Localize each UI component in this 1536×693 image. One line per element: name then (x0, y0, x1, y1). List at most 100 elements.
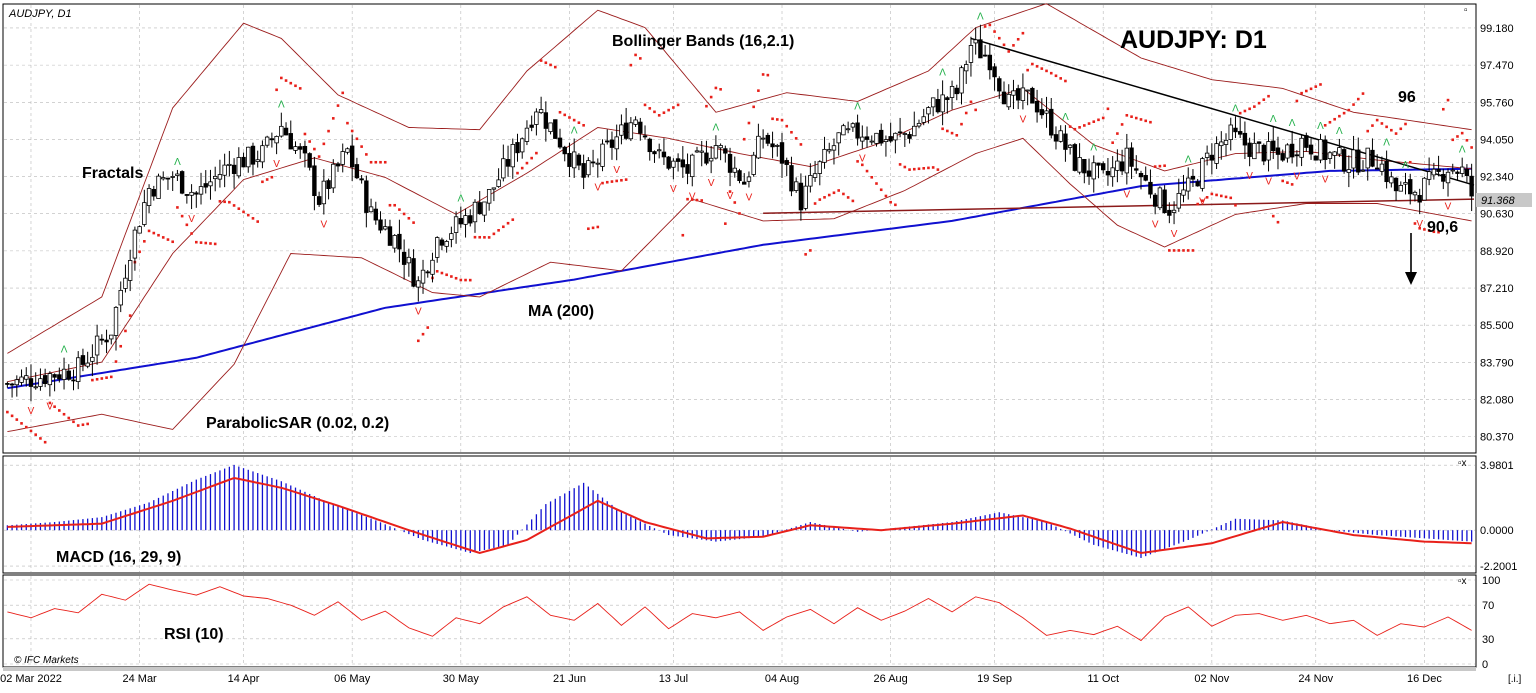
candle-body (406, 256, 412, 264)
sar-dot (209, 242, 212, 245)
candle-body (288, 133, 293, 150)
sar-dot (516, 171, 519, 175)
candle-body (982, 54, 988, 57)
candle-body (1379, 163, 1385, 172)
fractal-down-arrow: V (727, 191, 734, 202)
sar-dot (1196, 202, 1199, 206)
candle-body (1067, 144, 1073, 148)
fractal-up-arrow: Λ (174, 157, 181, 168)
candle-body (1422, 177, 1427, 201)
candle-body (855, 122, 860, 139)
candle-body (1304, 135, 1309, 148)
candle-body (505, 159, 511, 167)
candle-body (198, 186, 204, 195)
candle-body (1417, 194, 1422, 203)
candle-body (274, 136, 279, 144)
sar-dot (91, 378, 94, 382)
sar-dot (157, 233, 160, 237)
candle-body (359, 178, 364, 181)
candle-body (345, 148, 350, 153)
trend-lines (763, 37, 1475, 215)
sar-dot (1267, 94, 1270, 98)
sar-dot (468, 278, 472, 282)
candle-body (468, 215, 473, 224)
sar-dot (29, 429, 33, 433)
sar-dot (383, 160, 387, 164)
sar-dot (624, 178, 628, 181)
price-panel-maximize-icon[interactable]: ▫ (1464, 5, 1468, 16)
price-y-tick-label: 94.050 (1480, 134, 1514, 146)
sar-dot (1460, 131, 1464, 135)
sar-dot (350, 129, 354, 133)
macd-y-tick-label: 0.0000 (1480, 525, 1514, 537)
macd-panel-close-icon[interactable]: ▫x (1458, 458, 1467, 469)
candle-body (76, 357, 81, 382)
sar-dot (1182, 249, 1185, 252)
candle-body (71, 379, 76, 382)
candle-body (1374, 167, 1380, 170)
rsi-line (7, 583, 1472, 642)
sar-dot (379, 160, 382, 164)
sar-dot (1408, 160, 1412, 164)
fractal-up-arrow: Λ (1402, 160, 1409, 171)
sar-dot (1257, 101, 1261, 105)
candle-body (482, 201, 487, 216)
candle-body (623, 122, 629, 139)
price-y-tick-label: 90.630 (1480, 209, 1514, 221)
parabolic-sar-dots (6, 23, 1473, 444)
candle-body (1412, 191, 1418, 196)
sar-dot (1134, 116, 1138, 120)
candle-body (727, 153, 733, 173)
settings-bracket-icon[interactable]: [.i.] (1508, 674, 1522, 685)
sar-dot (1092, 120, 1096, 123)
sar-dot (577, 121, 581, 125)
candle-body (1101, 163, 1106, 171)
sar-dot (530, 156, 533, 160)
candle-body (510, 144, 515, 168)
fractal-down-arrow: V (415, 307, 422, 318)
sar-dot (128, 314, 132, 317)
sar-dot (544, 61, 548, 65)
sar-dot (1234, 203, 1237, 207)
fractal-down-arrow: V (859, 154, 866, 165)
candle-body (557, 137, 563, 148)
candle-body (742, 181, 747, 185)
candle-body (1077, 157, 1082, 173)
sar-dot (1144, 119, 1148, 123)
sar-dot (629, 63, 633, 67)
candle-body (1266, 141, 1271, 161)
candle-body (841, 125, 846, 136)
macd-panel-frame (2, 455, 1477, 574)
sar-dot (195, 240, 198, 244)
rsi-y-tick-label: 30 (1482, 634, 1494, 646)
sar-dot (336, 104, 340, 107)
candle-body (1110, 167, 1115, 178)
sar-dot (1002, 43, 1006, 47)
sar-dot (752, 105, 755, 109)
candle-body (1058, 130, 1063, 142)
candle-body (817, 161, 822, 174)
sar-dot (1149, 120, 1152, 124)
date-tick-label: 06 May (334, 673, 371, 685)
candle-body (368, 206, 374, 213)
sar-dot (261, 180, 264, 184)
sar-dot (771, 117, 774, 121)
sar-dot (199, 241, 203, 244)
sar-dot (1054, 74, 1058, 78)
sar-dot (67, 416, 71, 420)
rsi-panel-close-icon[interactable]: ▫x (1458, 576, 1467, 587)
candle-body (387, 226, 393, 246)
sar-dot (804, 253, 807, 256)
sar-dot (218, 200, 222, 203)
sar-dot (81, 423, 85, 427)
candle-body (1341, 149, 1347, 172)
candle-body (671, 160, 676, 168)
chart-title: AUDJPY: D1 (1120, 26, 1267, 54)
sar-dot (1201, 199, 1204, 202)
sar-dot (459, 278, 463, 282)
sar-dot (1404, 122, 1407, 126)
sar-dot (724, 222, 727, 225)
sar-dot (1323, 124, 1327, 127)
fractal-up-arrow: Λ (571, 126, 578, 137)
